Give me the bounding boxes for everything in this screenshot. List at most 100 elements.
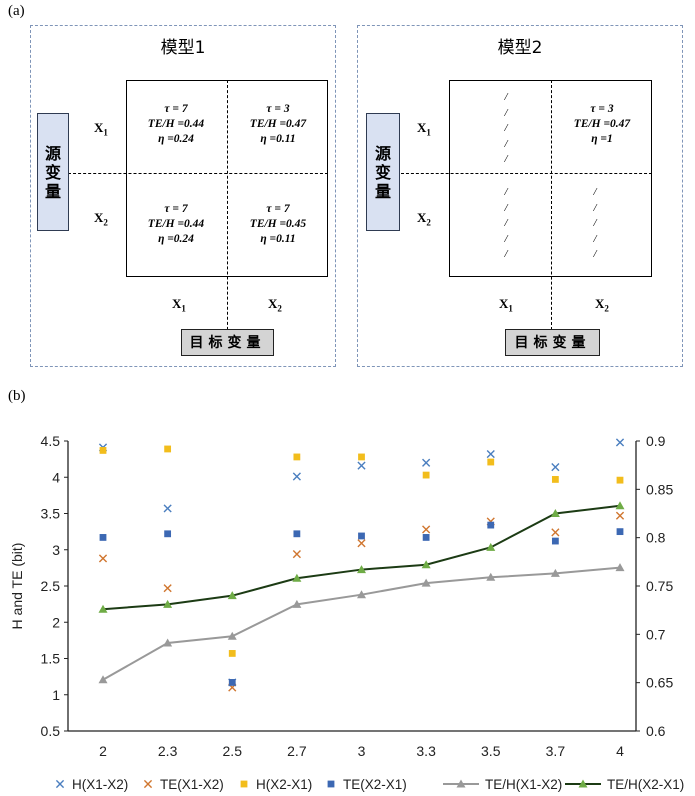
- right-tick-label: 0.75: [646, 578, 673, 594]
- point-te-h-x1-x2: [486, 572, 496, 581]
- point-te-h-x2-x1: [615, 501, 625, 510]
- point-te-x1-x2: [422, 525, 431, 534]
- point-te-h-x1-x2: [421, 578, 431, 587]
- model2-horizontal-divider: [401, 173, 652, 174]
- model1-vertical-divider: [227, 80, 228, 345]
- x-tick-label: 2.3: [158, 743, 178, 759]
- right-tick-label: 0.7: [646, 626, 666, 642]
- legend-label-te-x1-x2: TE(X1-X2): [160, 777, 224, 792]
- legend-label-te-x2-x1: TE(X2-X1): [343, 777, 407, 792]
- model2-grid: [449, 80, 652, 277]
- model2-cell-x2-x2: / / / / /: [593, 186, 597, 260]
- left-tick-label: 0.5: [41, 723, 61, 739]
- legend-label-h-x1-x2: H(X1-X2): [72, 777, 128, 792]
- point-te-h-x1-x2: [615, 563, 625, 572]
- model1-box: 模型1: [30, 25, 336, 367]
- model1-col-label-x2: X2: [268, 296, 282, 314]
- model2-source-variable-box: 源变量: [366, 113, 400, 231]
- model2-row-label-x1: X1: [417, 120, 431, 138]
- point-te-x1-x2: [98, 554, 108, 563]
- point-h-x1-x2: [551, 463, 560, 472]
- point-h-x2-x1: [293, 453, 301, 461]
- x-tick-label: 4: [616, 743, 624, 759]
- right-tick-label: 0.6: [646, 723, 666, 739]
- right-tick-label: 0.8: [646, 530, 666, 546]
- right-tick-label: 0.65: [646, 675, 673, 691]
- legend-marker-h-x2-x1: [240, 780, 248, 788]
- point-h-x2-x1: [422, 471, 430, 479]
- left-tick-label: 4.5: [41, 433, 61, 449]
- left-tick-label: 3: [52, 542, 60, 558]
- model2-box: 模型2: [357, 25, 683, 367]
- model2-cell-x1-x2: τ = 3 TE/H =0.47 η =1: [573, 103, 631, 145]
- point-te-x2-x1: [551, 537, 559, 545]
- model1-cell-x2-x2: τ = 7 TE/H =0.45 η =0.11: [249, 203, 307, 245]
- point-h-x1-x2: [163, 504, 172, 513]
- right-tick-label: 0.9: [646, 433, 666, 449]
- legend-marker-te-h-x1-x2: [456, 779, 466, 788]
- point-h-x1-x2: [615, 438, 625, 447]
- panel-a-label: (a): [8, 3, 25, 19]
- point-te-h-x1-x2: [357, 590, 366, 599]
- point-h-x2-x1: [551, 476, 559, 483]
- point-te-x1-x2: [551, 528, 560, 537]
- point-h-x2-x1: [358, 453, 365, 461]
- point-te-x2-x1: [228, 679, 236, 686]
- left-tick-label: 3.5: [41, 506, 61, 522]
- point-te-h-x1-x2: [163, 638, 173, 647]
- point-h-x2-x1: [164, 445, 172, 453]
- legend-marker-te-x2-x1: [327, 780, 335, 788]
- model1-row-label-x2: X2: [94, 210, 108, 228]
- point-te-h-x2-x1: [163, 599, 173, 608]
- left-tick-label: 4: [52, 469, 60, 485]
- model2-target-variable-box: 目标变量: [505, 329, 600, 356]
- point-h-x1-x2: [486, 449, 495, 459]
- series-line-te-h-x1-x2: [102, 566, 621, 681]
- point-te-h-x1-x2: [98, 675, 108, 684]
- point-h-x2-x1: [228, 650, 236, 657]
- model2-cell-x1-x1: / / / / /: [504, 91, 508, 165]
- legend-marker-te-x1-x2: [143, 779, 153, 789]
- te-chart: 0.5 1 1.5 2 2.5 3 3.5 4 4.5 0.6 0.65 0.7 0.75 0.8 0.85…: [9, 433, 684, 792]
- model2-title: 模型2: [497, 38, 543, 58]
- model2-row-label-x2: X2: [417, 210, 431, 228]
- point-te-x2-x1: [99, 534, 107, 541]
- right-tick-label: 0.85: [646, 481, 673, 497]
- left-tick-label: 1.5: [41, 651, 61, 667]
- point-te-x2-x1: [422, 534, 430, 541]
- point-h-x2-x1: [487, 458, 495, 466]
- point-te-x2-x1: [358, 532, 365, 540]
- point-h-x1-x2: [357, 461, 366, 470]
- model1-source-variable-box: 源变量: [37, 113, 69, 231]
- model1-cell-x1-x1: τ = 7 TE/H =0.44 η =0.24: [147, 103, 205, 145]
- model2-col-label-x1: X1: [499, 296, 513, 314]
- point-te-x2-x1: [616, 528, 624, 536]
- model1-title: 模型1: [160, 38, 206, 58]
- legend-marker-te-h-x2-x1: [578, 779, 588, 788]
- point-te-h-x1-x2: [292, 599, 302, 608]
- left-tick-label: 2.5: [41, 578, 61, 594]
- point-te-h-x2-x1: [227, 591, 237, 600]
- point-h-x2-x1: [99, 447, 107, 454]
- left-tick-label: 2: [52, 614, 60, 630]
- left-tick-label: 1: [52, 687, 60, 703]
- point-te-h-x2-x1: [98, 604, 108, 613]
- x-tick-label: 3.5: [481, 743, 501, 759]
- model1-row-label-x1: X1: [94, 120, 108, 138]
- x-tick-label: 2: [99, 743, 107, 759]
- point-h-x2-x1: [616, 476, 624, 484]
- point-h-x1-x2: [422, 458, 431, 467]
- point-te-x1-x2: [292, 550, 301, 559]
- point-te-x1-x2: [357, 539, 366, 548]
- point-te-x2-x1: [487, 521, 495, 529]
- model1-cell-x1-x2: τ = 3 TE/H =0.47 η =0.11: [249, 103, 307, 145]
- point-te-h-x1-x2: [227, 631, 237, 640]
- x-tick-label: 3.7: [546, 743, 566, 759]
- legend-label-te-h-x1-x2: TE/H(X1-X2): [485, 777, 562, 792]
- model1-target-variable-box: 目标变量: [181, 329, 274, 356]
- x-tick-label: 2.7: [287, 743, 307, 759]
- model2-col-label-x2: X2: [595, 296, 609, 314]
- point-te-x1-x2: [163, 584, 172, 593]
- point-te-h-x2-x1: [357, 565, 366, 574]
- x-tick-label: 3: [358, 743, 366, 759]
